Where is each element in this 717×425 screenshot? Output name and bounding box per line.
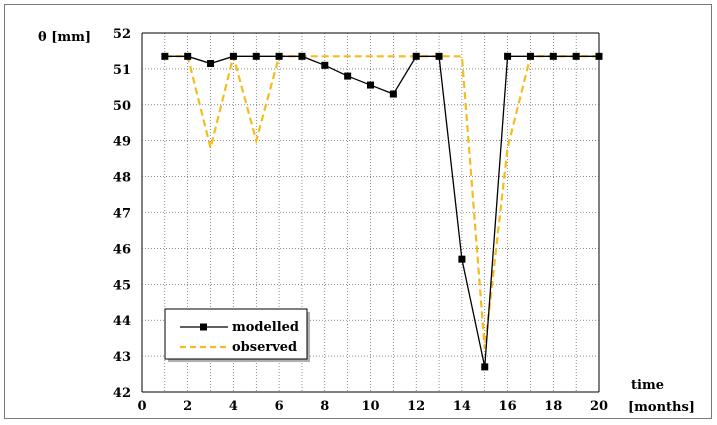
y-tick-label: 47	[113, 207, 131, 222]
data-point-modelled	[572, 52, 580, 60]
x-tick-label: 20	[590, 399, 608, 414]
data-point-modelled	[458, 255, 466, 263]
x-tick-label: 18	[544, 399, 562, 414]
x-tick-label: 2	[183, 399, 192, 414]
grid	[141, 32, 600, 393]
data-point-modelled	[435, 52, 443, 60]
data-point-modelled	[389, 90, 397, 98]
y-tick-label: 44	[113, 314, 131, 329]
series-line-observed	[164, 51, 599, 350]
x-tick-label: 12	[407, 399, 425, 414]
legend: modelled observed	[164, 308, 310, 362]
data-point-modelled	[252, 52, 260, 60]
data-point-modelled	[207, 60, 215, 68]
data-point-modelled	[412, 52, 420, 60]
data-point-modelled	[367, 81, 374, 89]
y-tick-label: 43	[113, 350, 131, 365]
data-point-modelled	[298, 52, 306, 60]
series-layer	[161, 51, 603, 371]
data-point-modelled	[184, 52, 192, 60]
data-point-modelled	[526, 52, 534, 60]
y-tick-label: 45	[113, 278, 131, 293]
x-tick-label: 14	[453, 399, 471, 414]
x-tick-label: 4	[229, 399, 238, 414]
legend-modelled-marker	[200, 323, 207, 331]
data-point-modelled	[229, 52, 237, 60]
x-tick-label: 6	[275, 399, 284, 414]
data-point-modelled	[161, 52, 169, 60]
y-tick-label: 46	[113, 242, 131, 257]
y-tick-label: 52	[113, 27, 131, 42]
x-tick-label: 16	[499, 399, 517, 414]
y-tick-label: 50	[113, 99, 131, 114]
data-point-modelled	[481, 363, 489, 371]
data-point-modelled	[595, 52, 603, 60]
y-tick-label: 51	[113, 63, 131, 78]
x-tick-label: 10	[361, 399, 379, 414]
y-tick-label: 48	[113, 171, 131, 186]
data-point-modelled	[344, 72, 352, 80]
y-tick-label: 49	[113, 135, 131, 150]
x-tick-label: 0	[137, 399, 146, 414]
legend-modelled-label: modelled	[232, 320, 299, 335]
series-line-modelled	[164, 55, 599, 368]
y-axis-title: θ [mm]	[38, 30, 91, 45]
y-tick-label: 42	[113, 386, 131, 401]
legend-box	[164, 308, 308, 360]
x-tick-label: 8	[320, 399, 329, 414]
data-point-modelled	[275, 52, 283, 60]
x-axis-title-line1: time	[631, 378, 664, 393]
legend-observed-label: observed	[232, 340, 297, 355]
data-point-modelled	[504, 52, 512, 60]
data-point-modelled	[549, 52, 557, 60]
data-point-modelled	[321, 61, 329, 69]
x-axis-title-line2: [months]	[628, 400, 695, 415]
